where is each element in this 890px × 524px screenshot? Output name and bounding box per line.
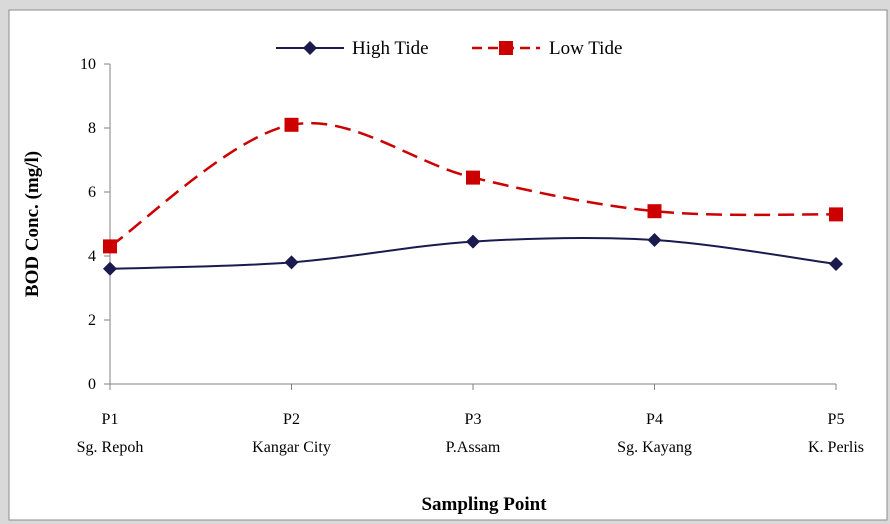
x-tick-label-code: P3	[465, 411, 482, 428]
legend-low-tide-label: Low Tide	[549, 38, 622, 59]
x-tick-label-name: P.Assam	[446, 439, 501, 456]
y-axis: 0 2 4 6 8 10	[80, 56, 111, 393]
x-tick-label-name: Sg. Repoh	[77, 439, 144, 456]
series-layer	[103, 117, 843, 276]
high-tide-point	[647, 233, 662, 247]
low-tide-point	[284, 117, 299, 132]
y-tick-label: 6	[88, 184, 96, 201]
y-tick-label: 0	[88, 376, 96, 393]
high-tide-point	[466, 234, 480, 249]
legend-low-tide-marker	[499, 41, 513, 55]
y-tick-label: 10	[80, 56, 96, 73]
x-axis: P1 Sg. Repoh P2 Kangar City P3 P.Assam P4 Sg. K…	[77, 383, 864, 456]
low-tide-point	[103, 239, 117, 254]
x-tick-label-code: P5	[828, 411, 845, 428]
chart-border	[8, 9, 888, 521]
x-tick-label-code: P4	[646, 411, 663, 428]
legend: High Tide Low Tide	[276, 38, 622, 59]
legend-high-tide-marker	[303, 41, 317, 55]
y-tick-label: 8	[88, 120, 96, 137]
x-axis-title: Sampling Point	[421, 494, 547, 515]
y-tick-label: 2	[88, 312, 96, 329]
high-tide-point	[103, 261, 117, 276]
low-tide-point	[647, 204, 662, 219]
high-tide-point	[284, 255, 299, 270]
legend-high-tide-label: High Tide	[352, 38, 429, 59]
low-tide-point	[829, 207, 843, 222]
high-tide-point	[829, 257, 843, 271]
low-tide-point	[466, 170, 480, 185]
x-tick-label-code: P1	[102, 411, 119, 428]
x-tick-label-name: K. Perlis	[808, 439, 864, 456]
x-tick-label-name: Sg. Kayang	[617, 439, 692, 456]
y-tick-label: 4	[88, 248, 96, 265]
x-tick-label-name: Kangar City	[252, 439, 331, 456]
x-tick-label-code: P2	[283, 411, 300, 428]
low-tide-line	[109, 122, 837, 248]
y-axis-title: BOD Conc. (mg/l)	[22, 151, 43, 297]
